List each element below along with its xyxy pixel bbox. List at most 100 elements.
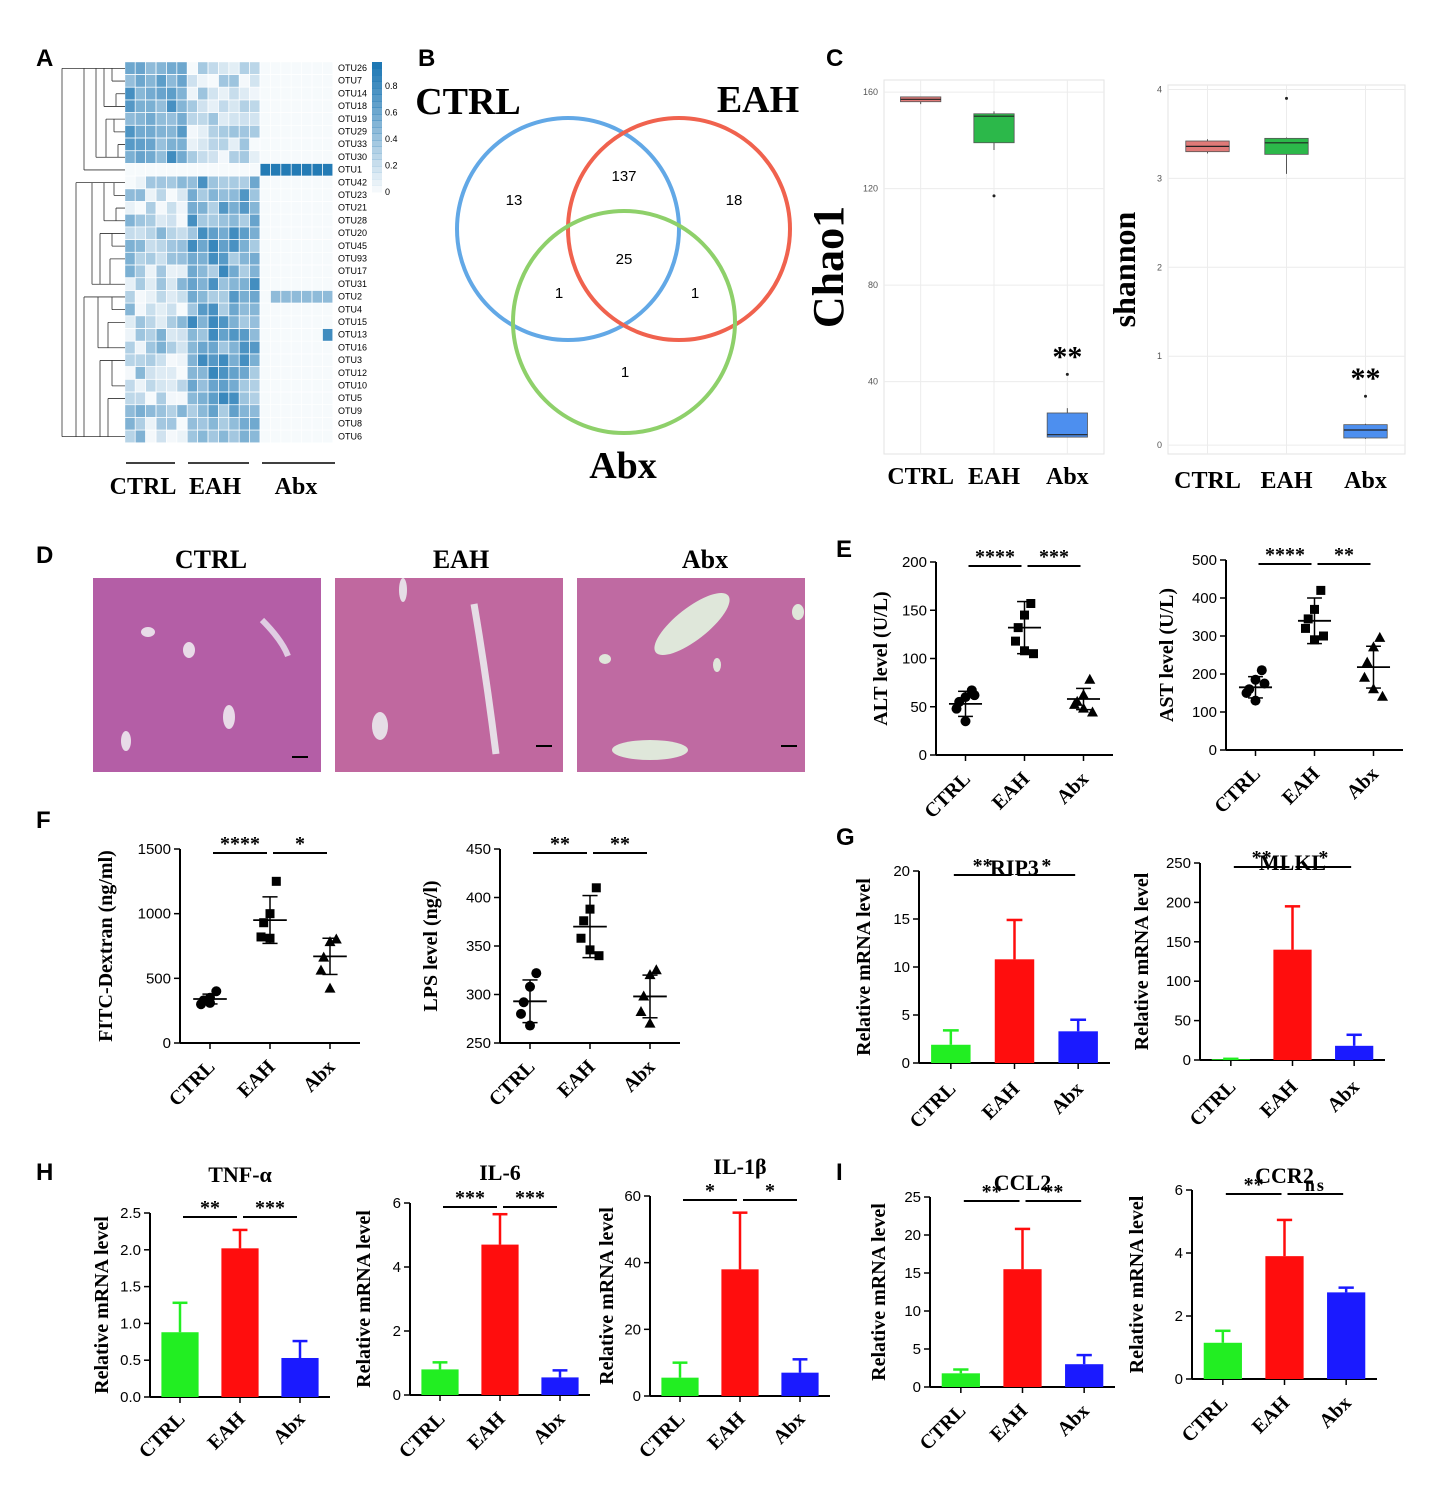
dendrogram — [61, 67, 125, 438]
heatmap-cell — [228, 328, 240, 342]
heatmap-cell — [166, 87, 177, 100]
heatmap-cell — [197, 99, 209, 113]
heatmap-cell — [124, 226, 136, 240]
data-point — [516, 1008, 526, 1019]
panel-label-a: A — [36, 45, 53, 72]
heatmap-cell — [207, 214, 219, 227]
heatmap-cell — [322, 303, 333, 316]
heatmap-cell — [301, 214, 312, 227]
colorbar-step — [372, 146, 382, 154]
heatmap-cell — [207, 176, 219, 189]
heatmap-cell — [124, 379, 136, 393]
heatmap-cell — [135, 87, 146, 100]
heatmap-cell — [280, 290, 292, 304]
otu-label: OTU8 — [338, 419, 362, 429]
heatmap-cell — [155, 188, 167, 202]
heatmap-cell — [260, 137, 271, 151]
heatmap-cell — [145, 137, 157, 151]
heatmap-cell — [291, 87, 302, 100]
y-axis-title: AST level (U/L) — [1156, 588, 1178, 722]
heatmap-cell — [197, 226, 209, 240]
otu-label: OTU20 — [338, 228, 367, 238]
heatmap-cell — [312, 99, 323, 113]
data-point — [324, 982, 336, 993]
data-point — [525, 1020, 535, 1031]
data-point — [1084, 673, 1096, 684]
heatmap-cell — [322, 214, 333, 227]
heatmap-cell — [124, 188, 136, 202]
heatmap-cell — [239, 430, 250, 443]
heatmap-cell — [301, 290, 312, 304]
chart-i1: 0 5 10 15 20 25 CTRL EAH Abx Relative mRNA level C… — [868, 1170, 1115, 1455]
heatmap-cell — [249, 112, 261, 126]
heatmap-cell — [197, 201, 209, 215]
heatmap-cell — [218, 239, 229, 253]
heatmap-cell — [260, 366, 271, 380]
heatmap-cell — [291, 163, 302, 177]
y-tick-label: 1500 — [138, 841, 171, 858]
heatmap-cell — [312, 112, 323, 126]
heatmap-cell — [197, 328, 209, 342]
heatmap-cell — [270, 87, 281, 100]
heatmap-cell — [187, 99, 198, 113]
heatmap-cell — [301, 252, 312, 266]
venn-label-eah: EAH — [717, 79, 799, 121]
otu-label: OTU21 — [338, 203, 367, 213]
y-axis-title: Chao1 — [804, 206, 853, 328]
heatmap-cell — [218, 417, 229, 431]
otu-label: OTU93 — [338, 254, 367, 264]
significance-label: ** — [200, 1197, 220, 1219]
heatmap-cell — [187, 137, 198, 151]
heatmap-cell — [135, 277, 146, 291]
heatmap-cell — [187, 112, 198, 126]
heatmap-cell — [249, 277, 261, 291]
heatmap-cell — [124, 112, 136, 126]
heatmap-cell — [312, 353, 323, 367]
venn-count: 137 — [611, 168, 636, 185]
bar — [1335, 1045, 1374, 1060]
y-tick-label: 60 — [624, 1188, 641, 1205]
heatmap-cell — [155, 366, 167, 380]
heatmap-cell — [166, 163, 177, 177]
heatmap-cell — [145, 265, 157, 278]
heatmap-cell — [135, 417, 146, 431]
colorbar-step — [372, 153, 382, 160]
heatmap-cell — [301, 176, 312, 189]
heatmap-cell — [301, 328, 312, 342]
heatmap-cell — [270, 277, 281, 291]
x-tick-label: EAH — [1256, 1076, 1303, 1123]
x-tick-label: CTRL — [635, 1408, 690, 1463]
colorbar-tick: 0.6 — [385, 108, 398, 118]
y-tick-label: 200 — [902, 554, 927, 571]
x-tick-label: CTRL — [165, 1056, 220, 1111]
heatmap-cell — [322, 430, 333, 443]
heatmap-cell — [135, 341, 146, 354]
heatmap-cell — [155, 201, 167, 215]
heatmap-cell — [218, 341, 229, 354]
x-tick-label: CTRL — [485, 1056, 540, 1111]
heatmap-cell — [166, 341, 177, 354]
otu-label: OTU42 — [338, 177, 367, 187]
heatmap-cell — [155, 341, 167, 354]
significance-label: **** — [1265, 544, 1305, 566]
heatmap-cell — [218, 214, 229, 227]
heatmap-cell — [197, 353, 209, 367]
y-tick-label: 5 — [913, 1341, 921, 1358]
colorbar-step — [372, 133, 382, 141]
venn-count: 13 — [506, 192, 523, 209]
heatmap-cell — [322, 379, 333, 393]
heatmap-cell — [239, 239, 250, 253]
data-point — [1359, 671, 1370, 682]
heatmap-cell — [187, 176, 198, 189]
heatmap-cell — [176, 176, 188, 189]
bar — [421, 1369, 459, 1395]
y-tick-label: 300 — [1192, 628, 1217, 645]
significance-label: ** — [973, 855, 993, 877]
y-tick-label: 2 — [1157, 262, 1162, 272]
heatmap-cell — [301, 404, 312, 418]
heatmap-cell — [301, 430, 312, 443]
heatmap-cell — [280, 379, 292, 393]
heatmap-cell — [145, 353, 157, 367]
heatmap-cell — [187, 226, 198, 240]
heatmap-cell — [218, 61, 229, 75]
